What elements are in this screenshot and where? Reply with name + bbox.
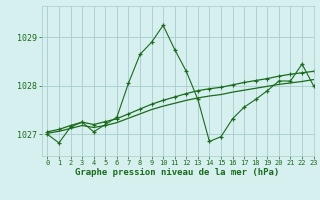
- X-axis label: Graphe pression niveau de la mer (hPa): Graphe pression niveau de la mer (hPa): [76, 168, 280, 177]
